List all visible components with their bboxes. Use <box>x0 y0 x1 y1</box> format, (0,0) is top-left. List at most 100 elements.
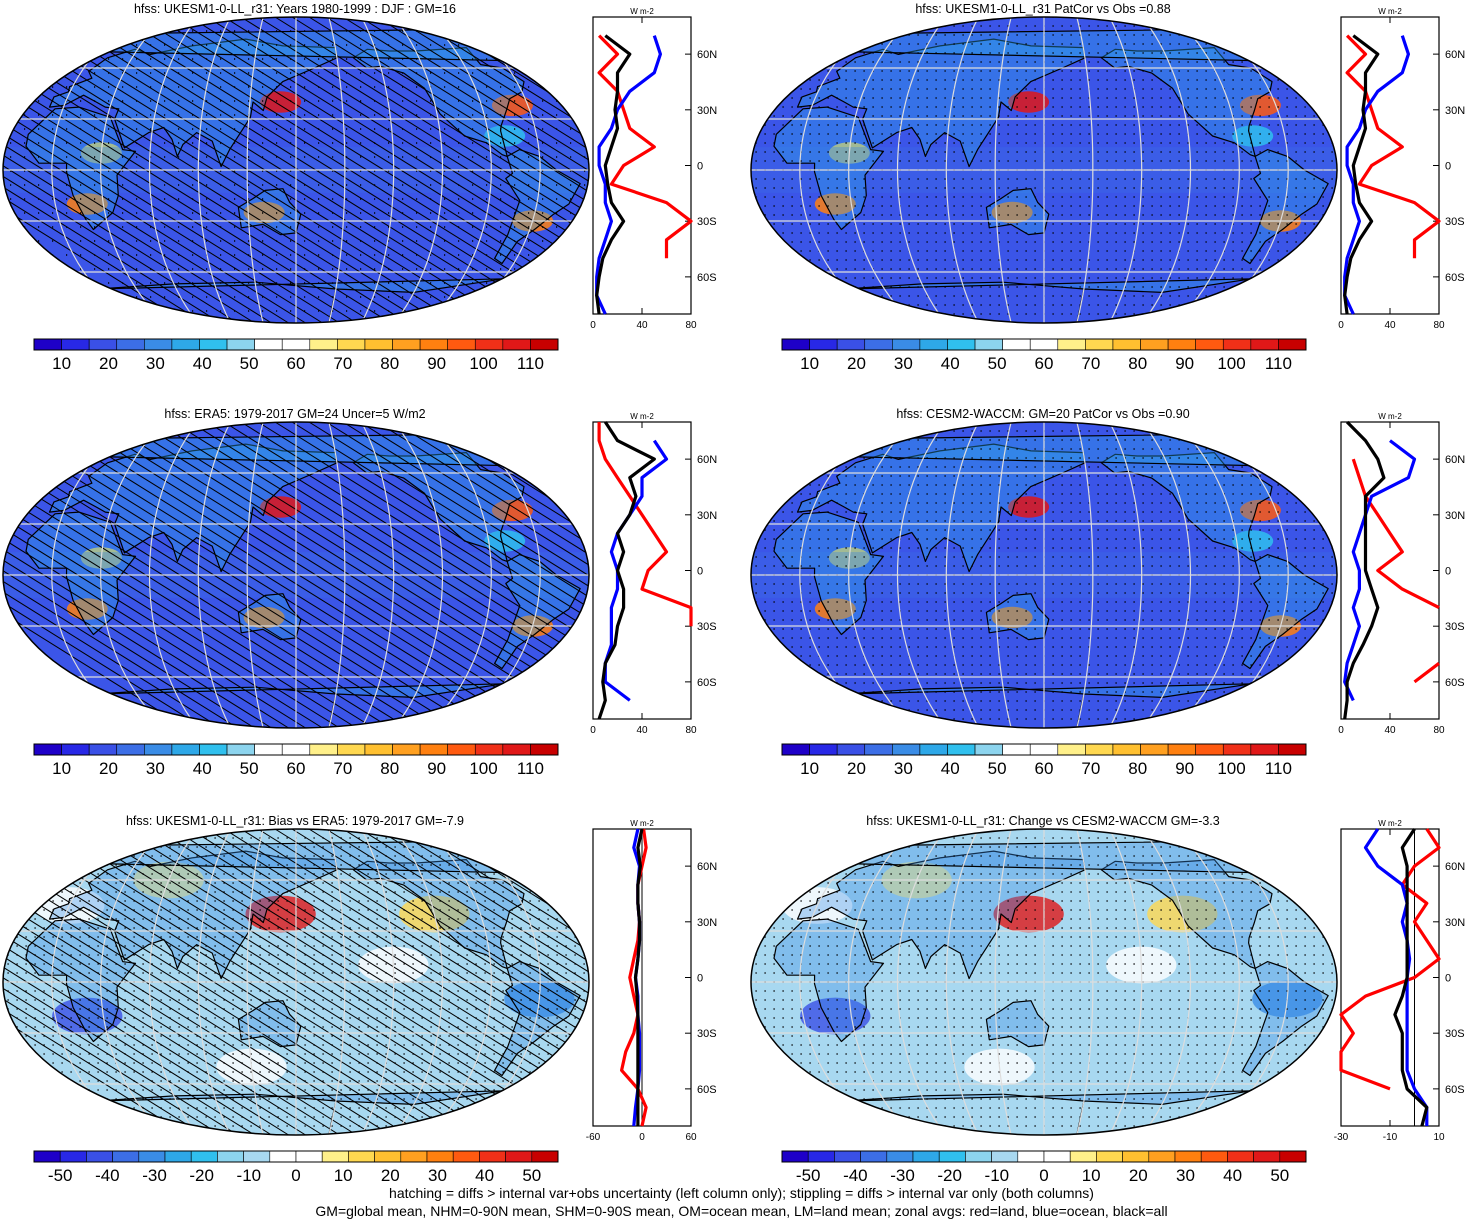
zonal-x-label: 80 <box>1433 320 1445 331</box>
colorbar-label: 80 <box>380 354 399 373</box>
colorbar-swatch <box>419 743 448 756</box>
colorbar-swatch <box>61 338 90 351</box>
colorbar-swatch <box>1085 743 1114 756</box>
field-anomaly-2 <box>991 201 1033 224</box>
colorbar-swatch <box>781 338 810 351</box>
graticule-lon <box>100 829 166 1135</box>
colorbar-swatch <box>364 743 393 756</box>
colorbar-label: 10 <box>334 1166 353 1185</box>
colorbar-swatch <box>530 743 559 756</box>
zonal-line-all <box>595 34 632 315</box>
field-anomaly-0 <box>260 496 302 518</box>
colorbar-swatch <box>374 1150 402 1163</box>
footer-line-2: GM=global mean, NHM=0-90N mean, SHM=0-90… <box>315 1203 1168 1219</box>
field-anomaly-6 <box>1232 125 1274 147</box>
map-body <box>3 829 589 1135</box>
panel-figure: -50 -40 -30 -20 -10 0 10 20 30 40 50 W m-2 -60 0 60 60N… <box>2 819 717 1185</box>
colorbar-label: 50 <box>988 759 1007 778</box>
colorbar-label: 90 <box>1175 759 1194 778</box>
colorbar-swatch <box>1167 743 1196 756</box>
graticule-lon <box>148 17 199 323</box>
field-anomaly-6 <box>1232 530 1274 552</box>
graticule-lon <box>1207 17 1289 323</box>
colorbar-swatch <box>1222 743 1252 756</box>
colorbar-swatch <box>295 1150 323 1163</box>
colorbar-frame <box>781 338 1307 351</box>
colorbar-label: 40 <box>193 759 212 778</box>
zonal-x-label: -10 <box>1383 1132 1398 1143</box>
colorbar-swatch <box>1002 743 1031 756</box>
colorbar-label: 60 <box>1035 354 1054 373</box>
colorbar-swatch <box>1002 338 1031 351</box>
colorbar-label: 20 <box>847 759 866 778</box>
stippling <box>755 829 1333 1127</box>
colorbar-label: -50 <box>796 1166 821 1185</box>
colorbar-swatch <box>199 743 228 756</box>
graticule-lon <box>426 17 492 323</box>
zonal-y-label: 0 <box>697 566 703 578</box>
graticule-lon <box>1076 829 1094 1135</box>
zonal-x-label: -30 <box>1334 1132 1349 1143</box>
colorbar-swatch <box>138 1150 166 1163</box>
map-outline <box>750 421 1338 729</box>
colorbar-label: 50 <box>240 759 259 778</box>
colorbar-swatch <box>1029 338 1059 351</box>
colorbar-label: 10 <box>1082 1166 1101 1185</box>
zonal-y-label: 60N <box>697 49 717 61</box>
panel-title: hfss: CESM2-WACCM: GM=20 PatCor vs Obs =… <box>896 407 1190 421</box>
colorbar-swatch <box>834 1150 861 1163</box>
colorbar-label: 80 <box>1128 759 1147 778</box>
colorbar-swatch <box>1195 338 1224 351</box>
colorbar-swatch <box>116 338 145 351</box>
stippling <box>755 17 1333 315</box>
zonal-y-label: 0 <box>1445 566 1451 578</box>
graticule-lon <box>994 17 1012 323</box>
map-outline <box>2 16 590 324</box>
colorbar-label: 50 <box>240 354 259 373</box>
zonal-y-label: 30S <box>697 1028 717 1040</box>
graticule-lon <box>799 829 881 1135</box>
colorbar-swatch <box>1085 338 1114 351</box>
zonal-x-label: 0 <box>590 320 596 331</box>
colorbar-swatch <box>1174 1150 1202 1163</box>
zonal-y-label: 30S <box>1445 621 1465 633</box>
colorbar-swatch <box>419 338 448 351</box>
colorbar-swatch <box>243 1150 271 1163</box>
panel-title: hfss: UKESM1-0-LL_r31 PatCor vs Obs =0.8… <box>915 2 1171 16</box>
colorbar-swatch <box>61 743 90 756</box>
colorbar-label: 0 <box>1039 1166 1048 1185</box>
colorbar-swatch <box>781 1150 809 1163</box>
colorbar-label: 50 <box>522 1166 541 1185</box>
graticule-lon <box>360 422 395 728</box>
zonal-y-label: 30S <box>1445 1028 1465 1040</box>
zonal-y-label: 60N <box>1445 49 1465 61</box>
graticule-lon <box>148 422 199 728</box>
colorbar-swatch <box>116 743 145 756</box>
zonal-y-label: 0 <box>697 161 703 173</box>
colorbar-label: 20 <box>99 759 118 778</box>
colorbar-swatch <box>1148 1150 1176 1163</box>
graticule-lon <box>896 829 947 1135</box>
field-anomaly-3 <box>66 193 108 215</box>
zonal-y-label: 30N <box>697 105 717 117</box>
zonal-line-all <box>633 828 644 1126</box>
continent-africa <box>773 918 885 1043</box>
colorbar-swatch <box>364 338 393 351</box>
graticule-lon <box>459 422 541 728</box>
colorbar-swatch <box>1227 1150 1254 1163</box>
zonal-line-ocean <box>1343 439 1417 702</box>
zonal-y-label: 30N <box>1445 510 1465 522</box>
colorbar-swatch <box>171 338 200 351</box>
continent-namerica <box>352 46 525 157</box>
graticule-lon <box>459 829 541 1135</box>
colorbar-swatch <box>1195 743 1224 756</box>
colorbar-label: 30 <box>894 759 913 778</box>
continent-africa <box>773 106 885 231</box>
colorbar-swatch <box>33 743 62 756</box>
colorbar-swatch <box>348 1150 375 1163</box>
zonal-line-land <box>1351 458 1440 684</box>
zonal-x-label: 40 <box>1384 320 1396 331</box>
colorbar-swatch <box>321 1150 349 1163</box>
colorbar-label: 30 <box>428 1166 447 1185</box>
zonal-y-label: 30N <box>697 917 717 929</box>
